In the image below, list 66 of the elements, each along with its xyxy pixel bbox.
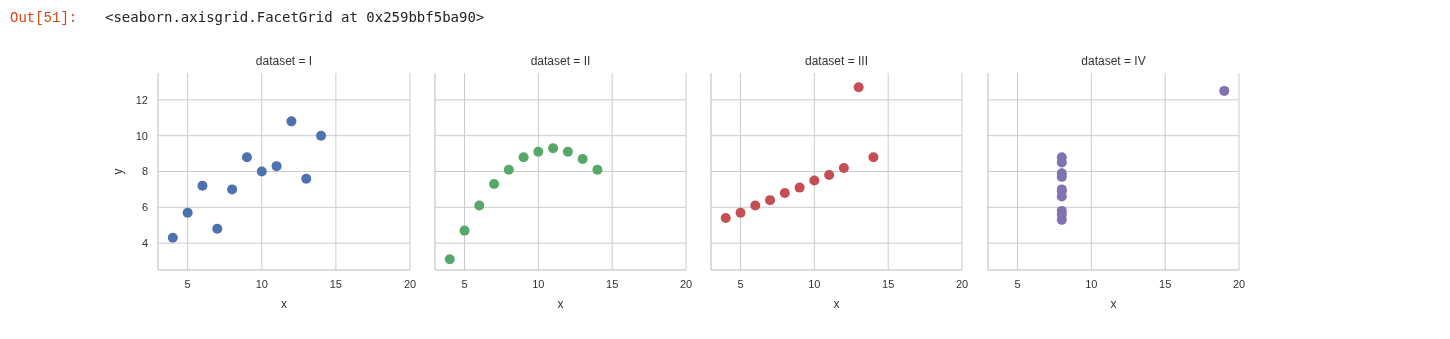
point <box>1219 85 1230 96</box>
point <box>227 184 238 195</box>
x-tick-label: 15 <box>606 278 619 290</box>
chart-title: dataset = II <box>530 54 591 68</box>
x-tick-label: 20 <box>955 278 969 290</box>
point <box>853 82 864 93</box>
y-tick-label: 8 <box>141 165 148 178</box>
point <box>824 170 835 181</box>
point <box>562 146 573 157</box>
x-tick-label: 15 <box>1159 278 1172 290</box>
x-tick-label: 20 <box>403 278 417 290</box>
point <box>212 223 223 234</box>
point <box>518 152 529 163</box>
y-axis-title: y <box>111 168 125 175</box>
x-axis-title: x <box>833 297 840 311</box>
text: Out[51]: <box>10 10 78 26</box>
x-tick-label: 10 <box>532 278 545 290</box>
point <box>720 213 731 224</box>
point <box>794 182 805 193</box>
x-tick-label: 5 <box>737 278 744 290</box>
x-tick-label: 15 <box>329 278 343 290</box>
point <box>489 179 500 190</box>
x-tick-label: 15 <box>882 278 895 290</box>
text: <seaborn.axisgrid.FacetGrid at 0x259bbf5ba90> <box>105 9 485 25</box>
x-tick-label: 20 <box>1232 278 1246 290</box>
point <box>577 153 588 164</box>
point <box>241 152 252 163</box>
point <box>533 146 544 157</box>
point <box>735 207 746 218</box>
point <box>838 162 849 173</box>
chart-title: dataset = III <box>804 54 869 68</box>
point <box>286 116 297 127</box>
x-axis-title: x <box>557 297 564 311</box>
y-tick-label: 10 <box>135 129 148 142</box>
point <box>316 130 327 141</box>
y-tick-label: 4 <box>141 236 148 249</box>
x-tick-label: 10 <box>808 278 821 290</box>
point <box>197 180 208 191</box>
x-tick-label: 5 <box>461 278 468 290</box>
point <box>592 164 603 175</box>
point <box>167 232 178 243</box>
point <box>503 164 514 175</box>
x-axis-title: x <box>1110 297 1117 311</box>
chart-title: dataset = IV <box>1081 54 1146 68</box>
x-tick-label: 20 <box>679 278 693 290</box>
point <box>548 143 559 154</box>
point <box>765 195 776 206</box>
point <box>271 161 282 172</box>
x-tick-label: 5 <box>184 278 191 290</box>
x-tick-label: 10 <box>1085 278 1098 290</box>
y-tick-label: 6 <box>141 201 148 214</box>
point <box>868 152 879 163</box>
point <box>301 173 312 184</box>
point <box>182 207 193 218</box>
point <box>444 254 455 265</box>
x-axis-title: x <box>281 297 287 311</box>
point <box>809 175 820 186</box>
chart-title: dataset = I <box>255 54 313 68</box>
y-tick-label: 12 <box>135 93 148 106</box>
point <box>750 200 761 211</box>
x-tick-label: 5 <box>1014 278 1021 290</box>
point <box>459 225 470 236</box>
x-tick-label: 10 <box>255 278 268 290</box>
point <box>474 200 485 211</box>
point <box>779 188 790 198</box>
point <box>256 166 267 177</box>
